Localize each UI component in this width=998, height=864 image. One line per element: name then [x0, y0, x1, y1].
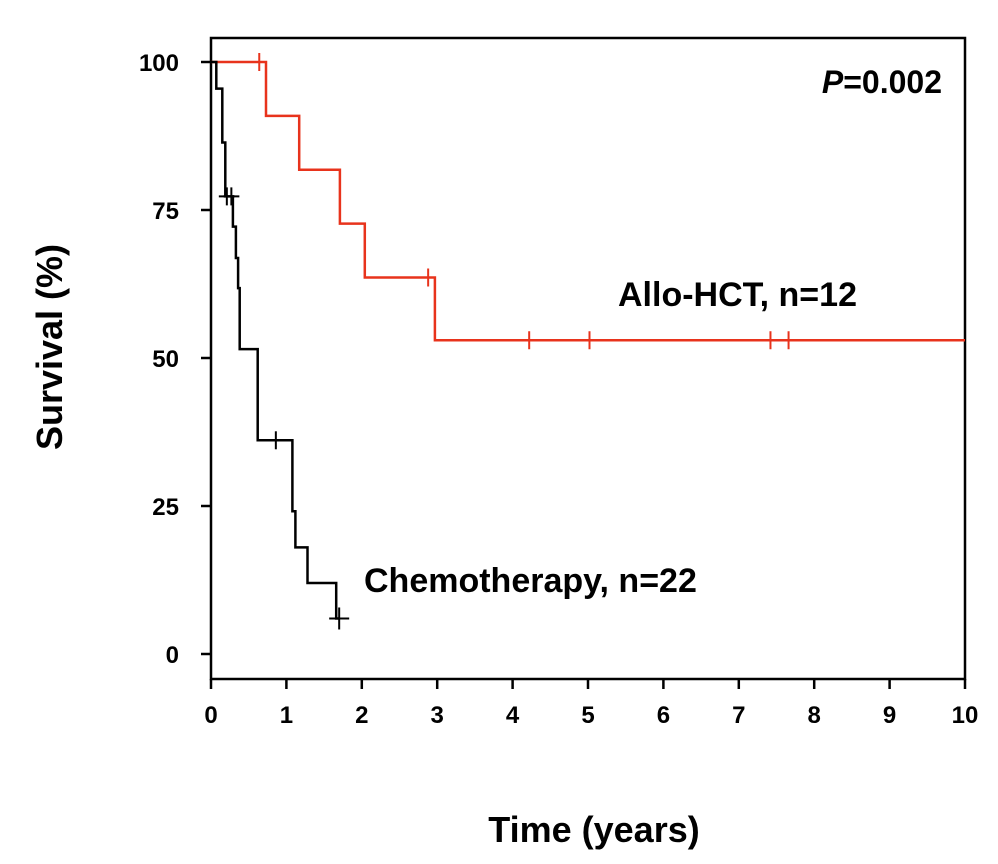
- p-value-annotation: P=0.002: [822, 64, 942, 100]
- y-tick-label: 50: [152, 346, 179, 373]
- p-value-text: =0.002: [843, 64, 942, 100]
- x-tick-label: 4: [506, 702, 520, 729]
- y-tick-label: 25: [152, 494, 179, 521]
- x-tick-label: 8: [808, 702, 821, 729]
- y-tick-label: 100: [139, 50, 179, 77]
- x-tick-label: 10: [952, 702, 979, 729]
- x-tick-label: 1: [280, 702, 293, 729]
- series-layer: [211, 53, 965, 630]
- series-label-chemotherapy: Chemotherapy, n=22: [364, 562, 697, 600]
- x-tick-label: 9: [883, 702, 896, 729]
- series-line-allo-hct: [211, 60, 965, 342]
- series-label-allo-hct: Allo-HCT, n=12: [618, 276, 857, 314]
- series-line-chemotherapy: [211, 60, 340, 620]
- x-axis-title: Time (years): [488, 809, 699, 850]
- p-value-prefix: P: [822, 64, 844, 100]
- y-tick-label: 0: [166, 642, 179, 669]
- x-tick-label: 6: [657, 702, 670, 729]
- x-tick-label: 0: [204, 702, 217, 729]
- y-tick-label: 75: [152, 198, 179, 225]
- x-tick-label: 2: [355, 702, 368, 729]
- x-tick-label: 3: [431, 702, 444, 729]
- y-axis-title: Survival (%): [29, 244, 70, 450]
- x-tick-label: 5: [581, 702, 594, 729]
- x-tick-label: 7: [732, 702, 745, 729]
